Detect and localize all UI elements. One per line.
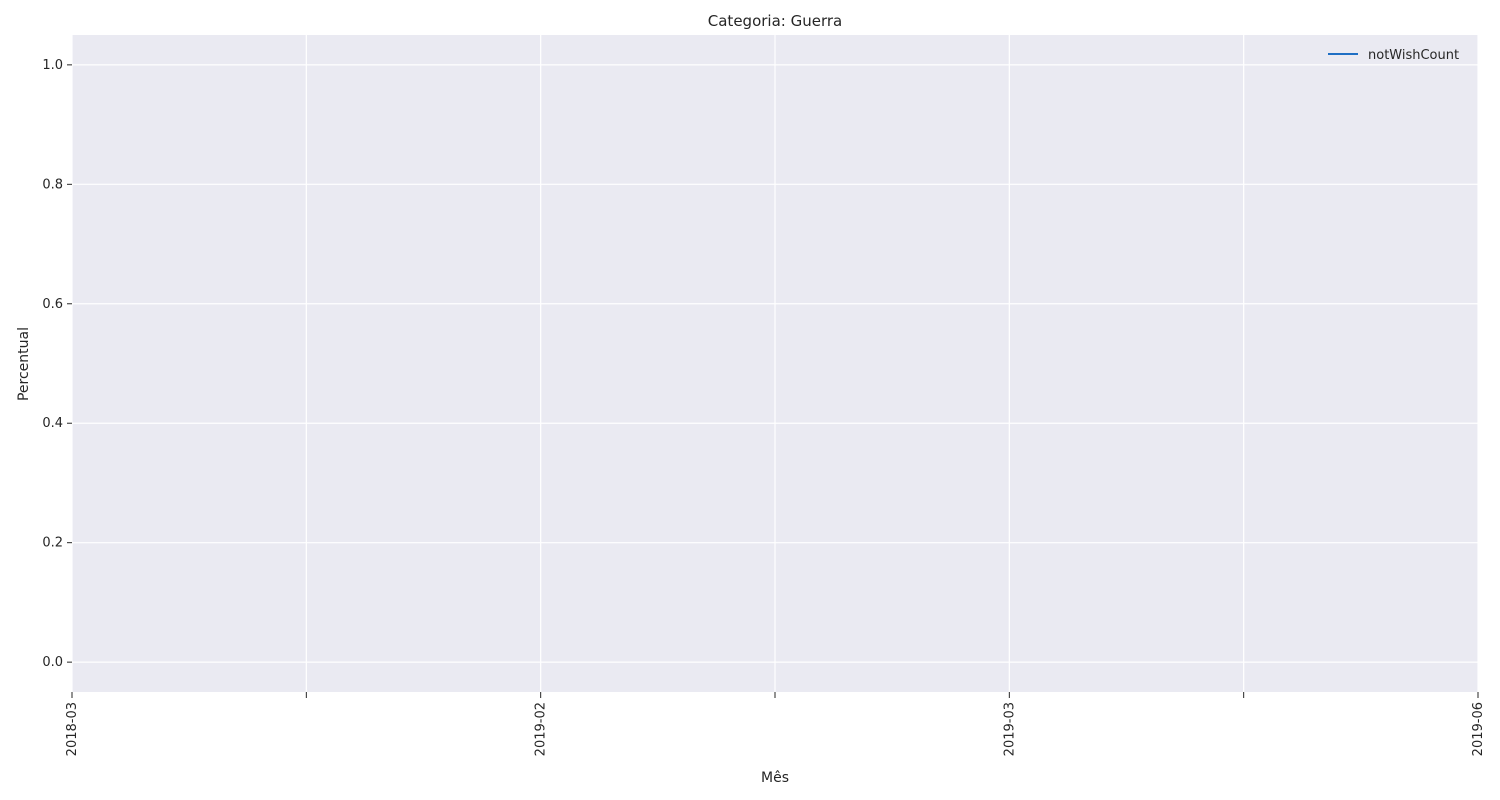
x-tick-label: 2019-02 — [534, 702, 549, 756]
y-tick-label: 0.6 — [42, 297, 63, 312]
y-tick-label: 0.4 — [42, 416, 63, 431]
chart-title: Categoria: Guerra — [708, 12, 842, 30]
y-tick-label: 0.8 — [42, 177, 63, 192]
x-tick-label: 2018-03 — [65, 702, 80, 756]
y-tick-label: 0.0 — [42, 655, 63, 670]
y-axis-label: Percentual — [16, 327, 32, 401]
legend: notWishCount — [1328, 48, 1459, 63]
y-tick-label: 0.2 — [42, 536, 63, 551]
grid-lines — [71, 35, 1479, 692]
x-tick-label: 2019-06 — [1471, 702, 1486, 756]
x-tick-label: 2019-03 — [1002, 702, 1017, 756]
y-axis: 0.0 0.2 0.4 0.6 0.8 1.0 — [42, 58, 72, 670]
legend-label: notWishCount — [1368, 48, 1459, 63]
y-tick-label: 1.0 — [42, 58, 63, 73]
x-axis: 2018-03 2019-02 2019-03 2019-06 — [65, 692, 1486, 756]
x-axis-label: Mês — [761, 770, 789, 786]
